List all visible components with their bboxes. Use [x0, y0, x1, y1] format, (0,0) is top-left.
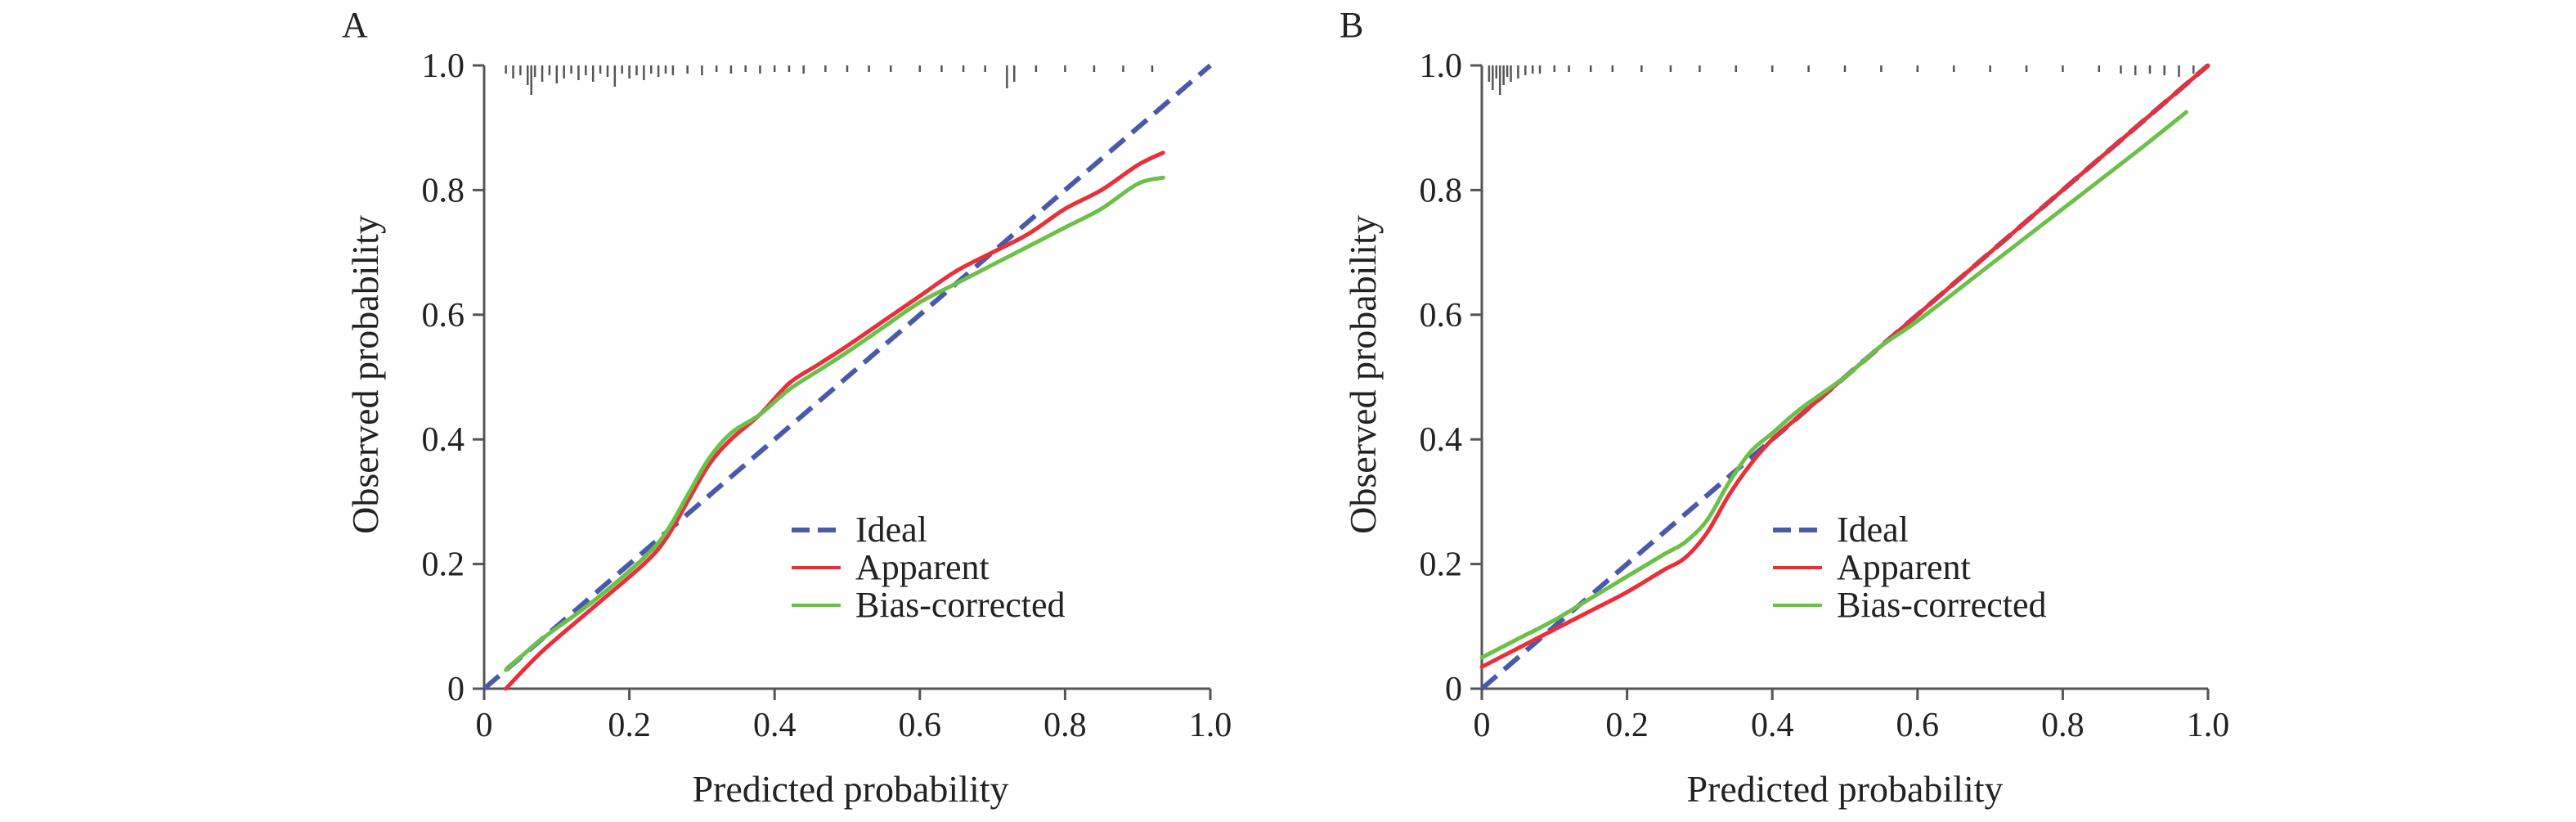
panel-a-x-tick-label: 0.8: [1043, 707, 1087, 744]
panel-b-legend-label-ideal: Ideal: [1837, 510, 1909, 550]
panel-b-y-tick-label: 0.4: [1420, 421, 1463, 459]
panel-a-series-apparent: [504, 150, 1165, 691]
panel-a-legend: Ideal Apparent Bias-corrected: [792, 510, 1066, 625]
panel-a-series-bias-corrected: [504, 175, 1165, 672]
panel-a: A 0 0.2 0.4 0.6 0.8 1.0 0 0.2 0.4 0.6 0.8 1.0 Predi…: [342, 5, 1232, 810]
panel-b-legend-label-bias-corrected: Bias-corrected: [1837, 585, 2047, 625]
panel-a-y-tick-label: 0.6: [422, 297, 465, 335]
panel-a-x-tick-label: 0.2: [608, 707, 651, 744]
panel-b-legend: Ideal Apparent Bias-corrected: [1773, 510, 2047, 625]
panel-a-x-axis-title: Predicted probability: [692, 768, 1008, 810]
panel-a-y-axis-title: Observed probability: [344, 215, 386, 534]
panel-b-x-tick-label: 0.2: [1605, 707, 1649, 744]
panel-a-y-tick-label: 0.8: [422, 172, 465, 209]
panel-a-x-tick-label: 0.4: [753, 707, 797, 744]
panel-a-legend-label-ideal: Ideal: [855, 510, 927, 550]
panel-b-series-apparent: [1479, 63, 2210, 669]
panel-b-y-tick-label: 0.2: [1420, 546, 1463, 584]
panel-b-y-axis-title: Observed probability: [1342, 215, 1384, 534]
panel-a-legend-label-apparent: Apparent: [855, 547, 990, 587]
panel-a-letter: A: [342, 5, 368, 45]
panel-b-x-tick-label: 0.4: [1751, 707, 1794, 744]
panel-a-plot-area: 0 0.2 0.4 0.6 0.8 1.0 0 0.2 0.4 0.6 0.8 1.0: [422, 47, 1232, 744]
panel-b-x-tick-label: 0.8: [2041, 707, 2085, 744]
panel-b-x-tick-label: 0.6: [1896, 707, 1940, 744]
panel-a-x-tick-label: 1.0: [1189, 707, 1232, 744]
panel-b-x-tick-label: 0: [1474, 707, 1491, 744]
panel-b-plot-area: 0 0.2 0.4 0.6 0.8 1.0 0 0.2 0.4 0.6 0.8 1.0: [1420, 47, 2230, 744]
panel-b-legend-label-apparent: Apparent: [1837, 547, 1971, 587]
panel-a-legend-label-bias-corrected: Bias-corrected: [855, 585, 1066, 625]
panel-b-y-tick-label: 0.8: [1420, 172, 1463, 209]
panel-b-x-tick-label: 1.0: [2187, 707, 2230, 744]
panel-a-x-tick-label: 0: [476, 707, 493, 744]
panel-b: B 0 0.2 0.4 0.6 0.8 1.0 0 0.2 0.4 0.6 0.8 1.0 Predi…: [1340, 5, 2229, 810]
panel-b-y-tick-label: 0: [1445, 671, 1462, 708]
panel-a-y-tick-label: 0.2: [422, 546, 465, 584]
panel-a-y-tick-label: 0: [447, 671, 464, 708]
panel-b-y-tick-label: 1.0: [1420, 47, 1463, 85]
panel-b-letter: B: [1340, 5, 1363, 45]
panel-a-x-tick-label: 0.6: [899, 707, 942, 744]
panel-a-y-tick-label: 1.0: [422, 47, 465, 85]
panel-b-series-bias-corrected: [1479, 110, 2188, 660]
panel-b-y-tick-label: 0.6: [1420, 297, 1463, 335]
panel-a-y-tick-label: 0.4: [422, 421, 465, 459]
panel-a-series-ideal: [482, 63, 1212, 691]
panel-b-x-axis-title: Predicted probability: [1686, 768, 2003, 810]
